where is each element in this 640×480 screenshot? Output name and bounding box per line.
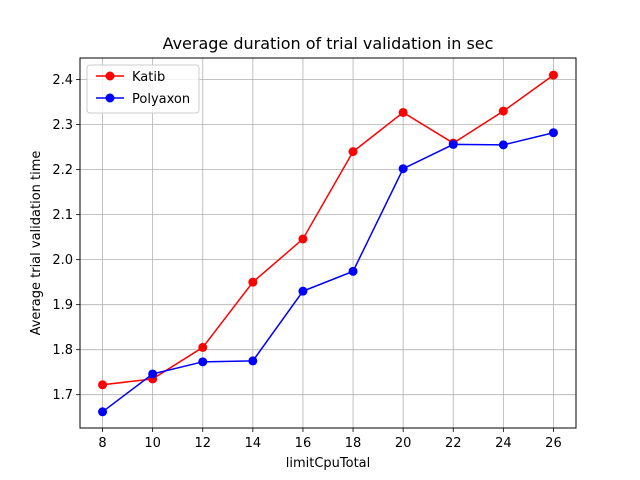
y-tick-label: 1.8 [52, 343, 73, 358]
y-tick-label: 2.1 [52, 208, 73, 223]
series-line-katib [102, 74, 554, 386]
data-point-polyaxon [148, 369, 158, 379]
grid-lines [80, 58, 576, 428]
x-tick-label: 18 [345, 436, 362, 451]
data-point-polyaxon [348, 266, 358, 276]
data-point-polyaxon [448, 139, 458, 149]
data-point-polyaxon [298, 286, 308, 296]
x-tick-label: 20 [395, 436, 412, 451]
data-point-katib [298, 234, 308, 244]
data-point-katib [348, 147, 358, 157]
x-tick-label: 12 [194, 436, 211, 451]
data-point-katib [548, 70, 558, 80]
data-point-katib [198, 342, 208, 352]
data-series [98, 70, 558, 417]
data-point-katib [498, 106, 508, 116]
y-tick-label: 1.9 [52, 298, 73, 313]
y-tick-label: 2.4 [52, 73, 73, 88]
y-tick-label: 2.2 [52, 163, 73, 178]
data-point-katib [248, 277, 258, 287]
y-tick-label: 2.0 [52, 253, 73, 268]
legend-marker-katib [105, 71, 115, 81]
y-tick-label: 2.3 [52, 118, 73, 133]
y-axis-label: Average trial validation time [29, 151, 44, 336]
legend: Katib Polyaxon [86, 64, 200, 114]
axis-ticks: 8 10 12 14 16 18 20 22 24 26 1.7 1.8 1.9 2.0 2.1 2.2 2.3… [52, 73, 561, 451]
x-tick-label: 24 [495, 436, 512, 451]
data-point-polyaxon [398, 164, 408, 174]
data-point-polyaxon [98, 407, 108, 417]
plot-frame [79, 57, 577, 429]
x-tick-label: 26 [545, 436, 562, 451]
x-tick-label: 14 [245, 436, 262, 451]
x-tick-label: 8 [98, 436, 106, 451]
legend-box [86, 64, 200, 114]
legend-label-katib: Katib [132, 70, 165, 85]
series-line-polyaxon [102, 131, 554, 413]
data-point-polyaxon [248, 356, 258, 366]
chart-title: Average duration of trial validation in … [163, 34, 494, 53]
x-axis-label: limitCpuTotal [286, 456, 371, 471]
data-point-polyaxon [548, 128, 558, 138]
data-point-katib [398, 107, 408, 117]
x-tick-label: 10 [144, 436, 161, 451]
data-point-polyaxon [498, 140, 508, 150]
y-tick-label: 1.7 [52, 388, 73, 403]
data-point-polyaxon [198, 357, 208, 367]
legend-label-polyaxon: Polyaxon [132, 92, 190, 107]
x-tick-label: 16 [295, 436, 312, 451]
legend-marker-polyaxon [105, 93, 115, 103]
data-point-katib [98, 380, 108, 390]
x-tick-label: 22 [445, 436, 462, 451]
